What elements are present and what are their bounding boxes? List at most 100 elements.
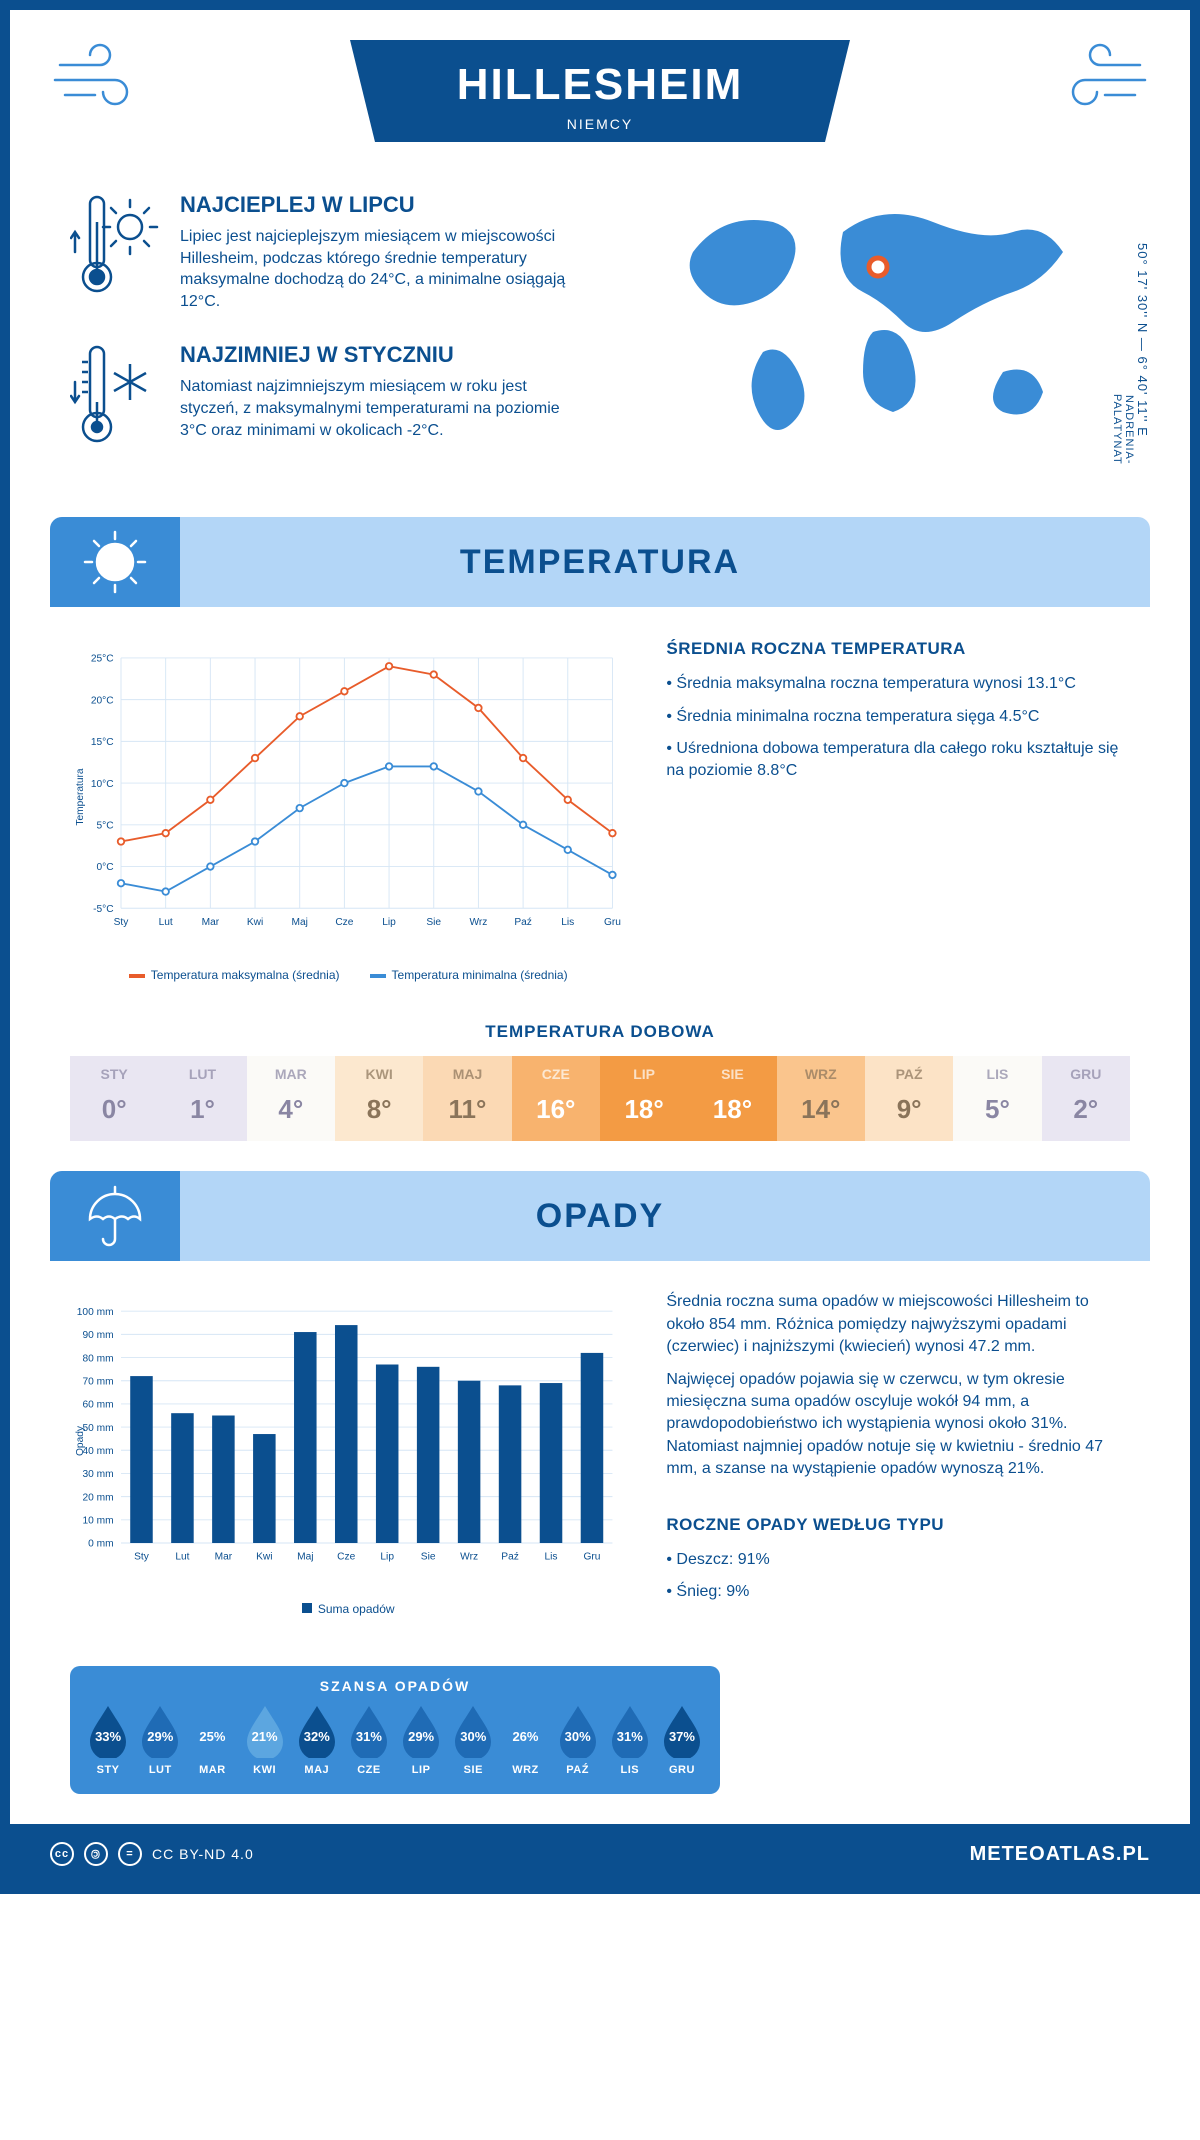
svg-text:Lis: Lis	[545, 1552, 558, 1563]
header: HILLESHEIM NIEMCY	[10, 10, 1190, 192]
chance-title: SZANSA OPADÓW	[84, 1678, 706, 1694]
svg-text:Maj: Maj	[291, 917, 307, 928]
chance-drop: 37%GRU	[658, 1704, 706, 1776]
cc-by-icon: 🄯	[84, 1842, 108, 1866]
daily-temp-cell: GRU2°	[1042, 1056, 1130, 1141]
precip-type-title: ROCZNE OPADY WEDŁUG TYPU	[666, 1513, 1130, 1537]
temp-stat-item: • Średnia minimalna roczna temperatura s…	[666, 706, 1130, 728]
svg-text:0°C: 0°C	[96, 863, 113, 874]
hottest-title: NAJCIEPLEJ W LIPCU	[180, 192, 585, 218]
svg-text:70 mm: 70 mm	[82, 1377, 113, 1388]
chance-drop: 29%LIP	[397, 1704, 445, 1776]
precip-text-1: Średnia roczna suma opadów w miejscowośc…	[666, 1291, 1130, 1358]
umbrella-icon	[50, 1171, 180, 1261]
chance-drop: 29%LUT	[136, 1704, 184, 1776]
svg-text:Sie: Sie	[421, 1552, 436, 1563]
svg-text:80 mm: 80 mm	[82, 1354, 113, 1365]
chance-drop: 30%PAŹ	[554, 1704, 602, 1776]
svg-text:25°C: 25°C	[91, 654, 114, 665]
world-map-icon	[663, 192, 1083, 442]
daily-temp-cell: LUT1°	[158, 1056, 246, 1141]
svg-text:20°C: 20°C	[91, 696, 114, 707]
svg-text:Sty: Sty	[114, 917, 130, 928]
precipitation-chance-box: SZANSA OPADÓW 33%STY29%LUT25%MAR21%KWI32…	[70, 1666, 720, 1794]
svg-text:Lip: Lip	[380, 1552, 394, 1563]
coldest-block: NAJZIMNIEJ W STYCZNIU Natomiast najzimni…	[70, 342, 585, 457]
hottest-text: Lipiec jest najcieplejszym miesiącem w m…	[180, 226, 585, 312]
precipitation-bar-chart: 0 mm10 mm20 mm30 mm40 mm50 mm60 mm70 mm8…	[70, 1291, 626, 1591]
city-name: HILLESHEIM	[450, 60, 750, 110]
svg-text:Kwi: Kwi	[256, 1552, 272, 1563]
temperature-content: -5°C0°C5°C10°C15°C20°C25°CStyLutMarKwiMa…	[10, 607, 1190, 1012]
svg-text:Mar: Mar	[202, 917, 220, 928]
svg-text:Sty: Sty	[134, 1552, 150, 1563]
precipitation-content: 0 mm10 mm20 mm30 mm40 mm50 mm60 mm70 mm8…	[10, 1261, 1190, 1646]
daily-temp-cell: LIP18°	[600, 1056, 688, 1141]
chance-drop: 21%KWI	[241, 1704, 289, 1776]
svg-text:0 mm: 0 mm	[88, 1539, 113, 1550]
daily-temp-cell: PAŹ9°	[865, 1056, 953, 1141]
svg-text:15°C: 15°C	[91, 737, 114, 748]
thermometer-hot-icon	[70, 192, 160, 312]
precipitation-text: Średnia roczna suma opadów w miejscowośc…	[666, 1291, 1130, 1616]
precip-text-2: Najwięcej opadów pojawia się w czerwcu, …	[666, 1369, 1130, 1481]
footer: cc 🄯 = CC BY-ND 4.0 METEOATLAS.PL	[10, 1824, 1190, 1884]
svg-text:Sie: Sie	[426, 917, 441, 928]
svg-text:-5°C: -5°C	[93, 904, 114, 915]
chance-drop: 33%STY	[84, 1704, 132, 1776]
svg-text:50 mm: 50 mm	[82, 1423, 113, 1434]
hottest-block: NAJCIEPLEJ W LIPCU Lipiec jest najcieple…	[70, 192, 585, 312]
svg-text:60 mm: 60 mm	[82, 1400, 113, 1411]
legend-max: Temperatura maksymalna (średnia)	[129, 968, 340, 982]
daily-temp-cell: MAR4°	[247, 1056, 335, 1141]
daily-temp-cell: SIE18°	[688, 1056, 776, 1141]
svg-text:10 mm: 10 mm	[82, 1516, 113, 1527]
daily-temp-title: TEMPERATURA DOBOWA	[70, 1022, 1130, 1042]
legend-min: Temperatura minimalna (średnia)	[370, 968, 568, 982]
svg-text:Maj: Maj	[297, 1552, 313, 1563]
chance-drop: 31%CZE	[345, 1704, 393, 1776]
chance-drop: 30%SIE	[449, 1704, 497, 1776]
precip-type-item: • Śnieg: 9%	[666, 1581, 1130, 1603]
svg-text:Cze: Cze	[335, 917, 353, 928]
summary-row: NAJCIEPLEJ W LIPCU Lipiec jest najcieple…	[10, 192, 1190, 517]
temp-stat-item: • Średnia maksymalna roczna temperatura …	[666, 673, 1130, 695]
svg-text:5°C: 5°C	[96, 821, 113, 832]
daily-temp-cell: STY0°	[70, 1056, 158, 1141]
temperature-title: TEMPERATURA	[460, 543, 740, 582]
daily-temp-cell: LIS5°	[953, 1056, 1041, 1141]
svg-text:40 mm: 40 mm	[82, 1446, 113, 1457]
svg-text:Lut: Lut	[175, 1552, 189, 1563]
thermometer-cold-icon	[70, 342, 160, 457]
svg-text:100 mm: 100 mm	[77, 1307, 114, 1318]
svg-text:Wrz: Wrz	[460, 1552, 478, 1563]
title-banner: HILLESHEIM NIEMCY	[350, 40, 850, 142]
map-block: 50° 17' 30'' N — 6° 40' 11'' E NADRENIA-…	[615, 192, 1130, 487]
svg-text:Gru: Gru	[583, 1552, 600, 1563]
precipitation-title: OPADY	[536, 1197, 664, 1236]
svg-text:90 mm: 90 mm	[82, 1330, 113, 1341]
site-name: METEOATLAS.PL	[970, 1843, 1150, 1866]
svg-text:Paź: Paź	[514, 917, 532, 928]
daily-temp-cell: MAJ11°	[423, 1056, 511, 1141]
region-name: NADRENIA-PALATYNAT	[1111, 372, 1135, 487]
chance-drop: 26%WRZ	[501, 1704, 549, 1776]
country-name: NIEMCY	[450, 116, 750, 132]
temperature-section-header: TEMPERATURA	[50, 517, 1150, 607]
precip-type-item: • Deszcz: 91%	[666, 1549, 1130, 1571]
svg-text:Opady: Opady	[75, 1425, 86, 1456]
coordinates: 50° 17' 30'' N — 6° 40' 11'' E	[1135, 192, 1150, 487]
chance-drop: 32%MAJ	[293, 1704, 341, 1776]
infographic-frame: HILLESHEIM NIEMCY NAJCIEPLEJ W LIPCU Lip…	[0, 0, 1200, 1894]
svg-text:Paź: Paź	[501, 1552, 519, 1563]
svg-text:Cze: Cze	[337, 1552, 355, 1563]
temp-stat-item: • Uśredniona dobowa temperatura dla całe…	[666, 738, 1130, 783]
svg-text:Wrz: Wrz	[469, 917, 487, 928]
cc-nd-icon: =	[118, 1842, 142, 1866]
daily-temp-cell: WRZ14°	[777, 1056, 865, 1141]
temp-stats-title: ŚREDNIA ROCZNA TEMPERATURA	[666, 637, 1130, 661]
svg-text:30 mm: 30 mm	[82, 1470, 113, 1481]
sun-icon	[50, 517, 180, 607]
daily-temp-cell: CZE16°	[512, 1056, 600, 1141]
coldest-text: Natomiast najzimniejszym miesiącem w rok…	[180, 376, 585, 441]
